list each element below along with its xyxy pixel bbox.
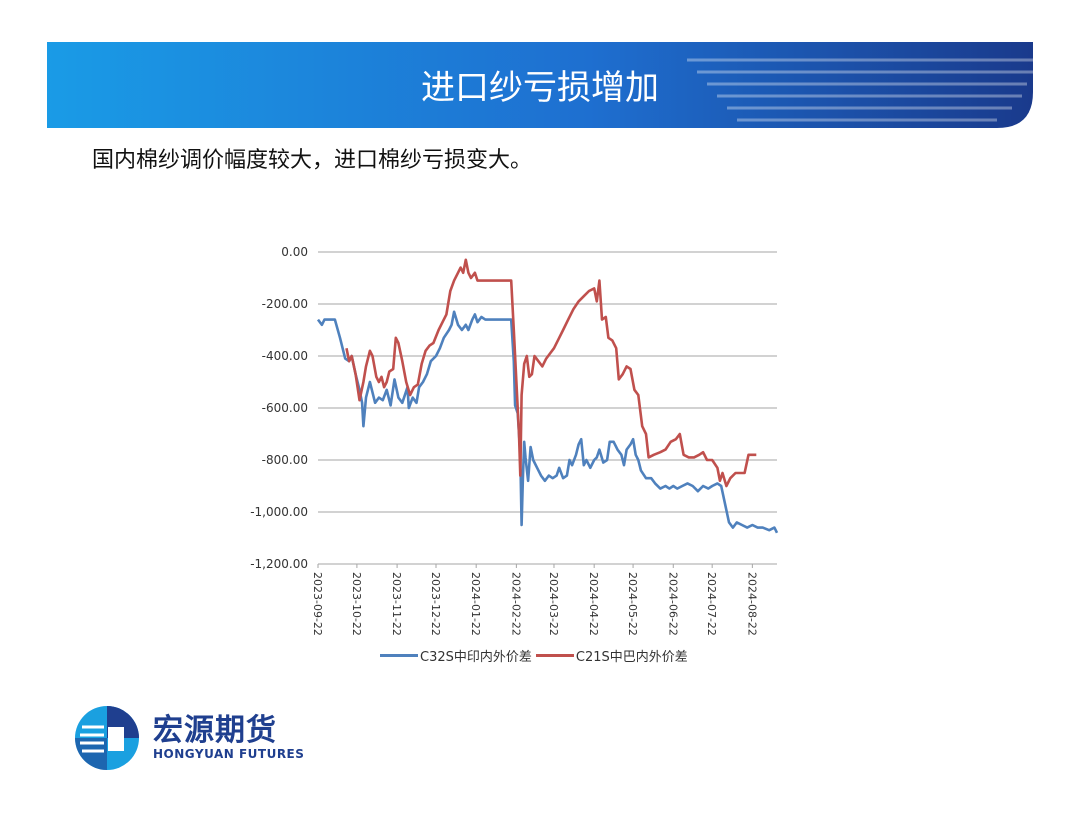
legend-item-c21s: C21S中巴内外价差 <box>535 646 688 665</box>
legend-label-c32s: C32S中印内外价差 <box>420 649 532 665</box>
y-tick-label: -800.00 <box>262 453 308 467</box>
x-tick-label: 2024-07-22 <box>705 572 718 636</box>
slide-subtitle: 国内棉纱调价幅度较大，进口棉纱亏损变大。 <box>92 148 533 173</box>
x-tick-label: 2024-03-22 <box>547 572 560 636</box>
y-tick-label: -200.00 <box>262 297 308 311</box>
series-line-c21s <box>345 258 757 488</box>
y-tick-label: -600.00 <box>262 401 308 415</box>
x-tick-label: 2024-04-22 <box>587 572 600 636</box>
hongyuan-logo-icon <box>75 706 139 770</box>
x-tick-label: 2024-06-22 <box>666 572 679 636</box>
x-tick-label: 2024-05-22 <box>626 572 639 636</box>
legend-label-c21s: C21S中巴内外价差 <box>575 649 688 665</box>
legend-swatch-c21s <box>535 653 574 657</box>
x-tick-label: 2024-08-22 <box>745 572 758 636</box>
banner-background <box>47 42 1033 128</box>
chart-legend: C32S中印内外价差 C21S中巴内外价差 <box>380 644 692 666</box>
header-banner: 进口纱亏损增加 <box>47 42 1033 128</box>
y-tick-label: -1,000.00 <box>250 505 308 519</box>
x-tick-label: 2024-02-22 <box>509 572 522 636</box>
logo-name-en: HONGYUAN FUTURES <box>153 747 305 761</box>
x-tick-label: 2023-12-22 <box>429 572 442 636</box>
logo-name-cn: 宏源期货 <box>153 713 277 748</box>
legend-swatch-c32s <box>380 653 418 657</box>
company-logo: 宏源期货 HONGYUAN FUTURES <box>74 703 314 773</box>
x-tick-label: 2023-11-22 <box>390 572 403 636</box>
x-tick-label: 2023-09-22 <box>311 572 324 636</box>
y-tick-label: -1,200.00 <box>250 557 308 571</box>
series-line-c32s <box>316 310 779 534</box>
y-tick-label: 0.00 <box>281 245 308 259</box>
legend-item-c32s: C32S中印内外价差 <box>380 646 532 665</box>
x-tick-label: 2023-10-22 <box>350 572 363 636</box>
y-tick-label: -400.00 <box>262 349 308 363</box>
page-title: 进口纱亏损增加 <box>421 68 659 108</box>
x-tick-label: 2024-01-22 <box>469 572 482 636</box>
